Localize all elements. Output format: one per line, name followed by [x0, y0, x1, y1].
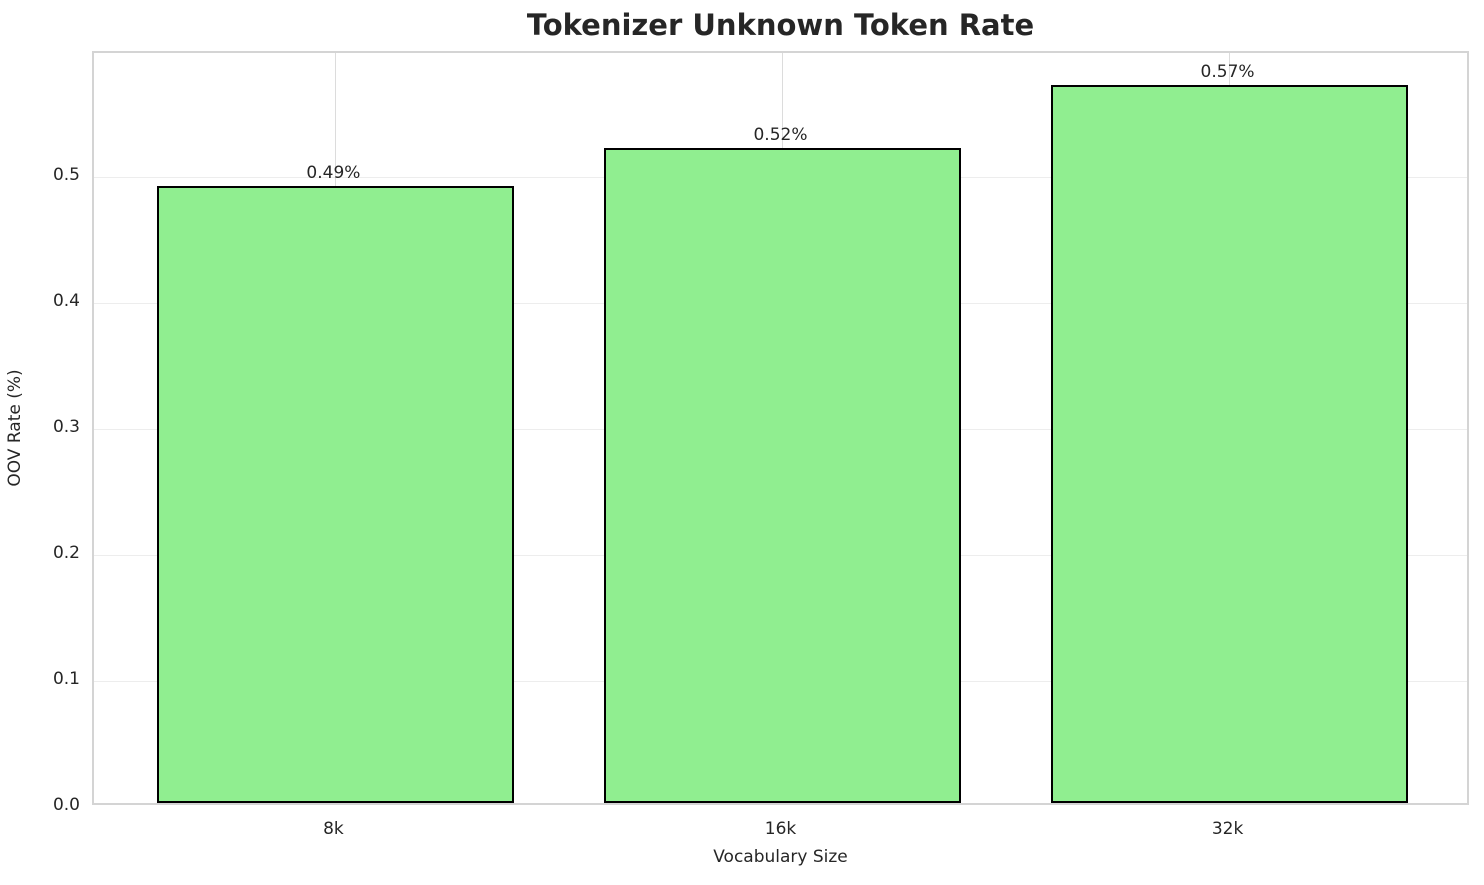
x-tick-label: 32k — [1211, 819, 1244, 839]
bar-32k — [1050, 84, 1409, 803]
x-tick-label: 8k — [323, 819, 344, 839]
y-tick-label: 0.0 — [52, 795, 80, 815]
y-tick-label: 0.5 — [52, 165, 80, 186]
y-tick-label: 0.1 — [52, 669, 80, 690]
bar-value-label: 0.52% — [753, 124, 808, 145]
plot-area — [92, 51, 1469, 805]
y-tick-label: 0.2 — [52, 543, 80, 564]
bar-8k — [156, 185, 515, 803]
x-axis-label: Vocabulary Size — [713, 847, 848, 867]
bar-value-label: 0.57% — [1200, 61, 1255, 82]
y-tick-label: 0.3 — [52, 417, 80, 438]
bar-16k — [603, 147, 962, 803]
bar-value-label: 0.49% — [306, 162, 361, 183]
chart-title: Tokenizer Unknown Token Rate — [526, 8, 1035, 42]
x-tick-label: 16k — [764, 819, 797, 839]
y-tick-label: 0.4 — [52, 291, 80, 312]
